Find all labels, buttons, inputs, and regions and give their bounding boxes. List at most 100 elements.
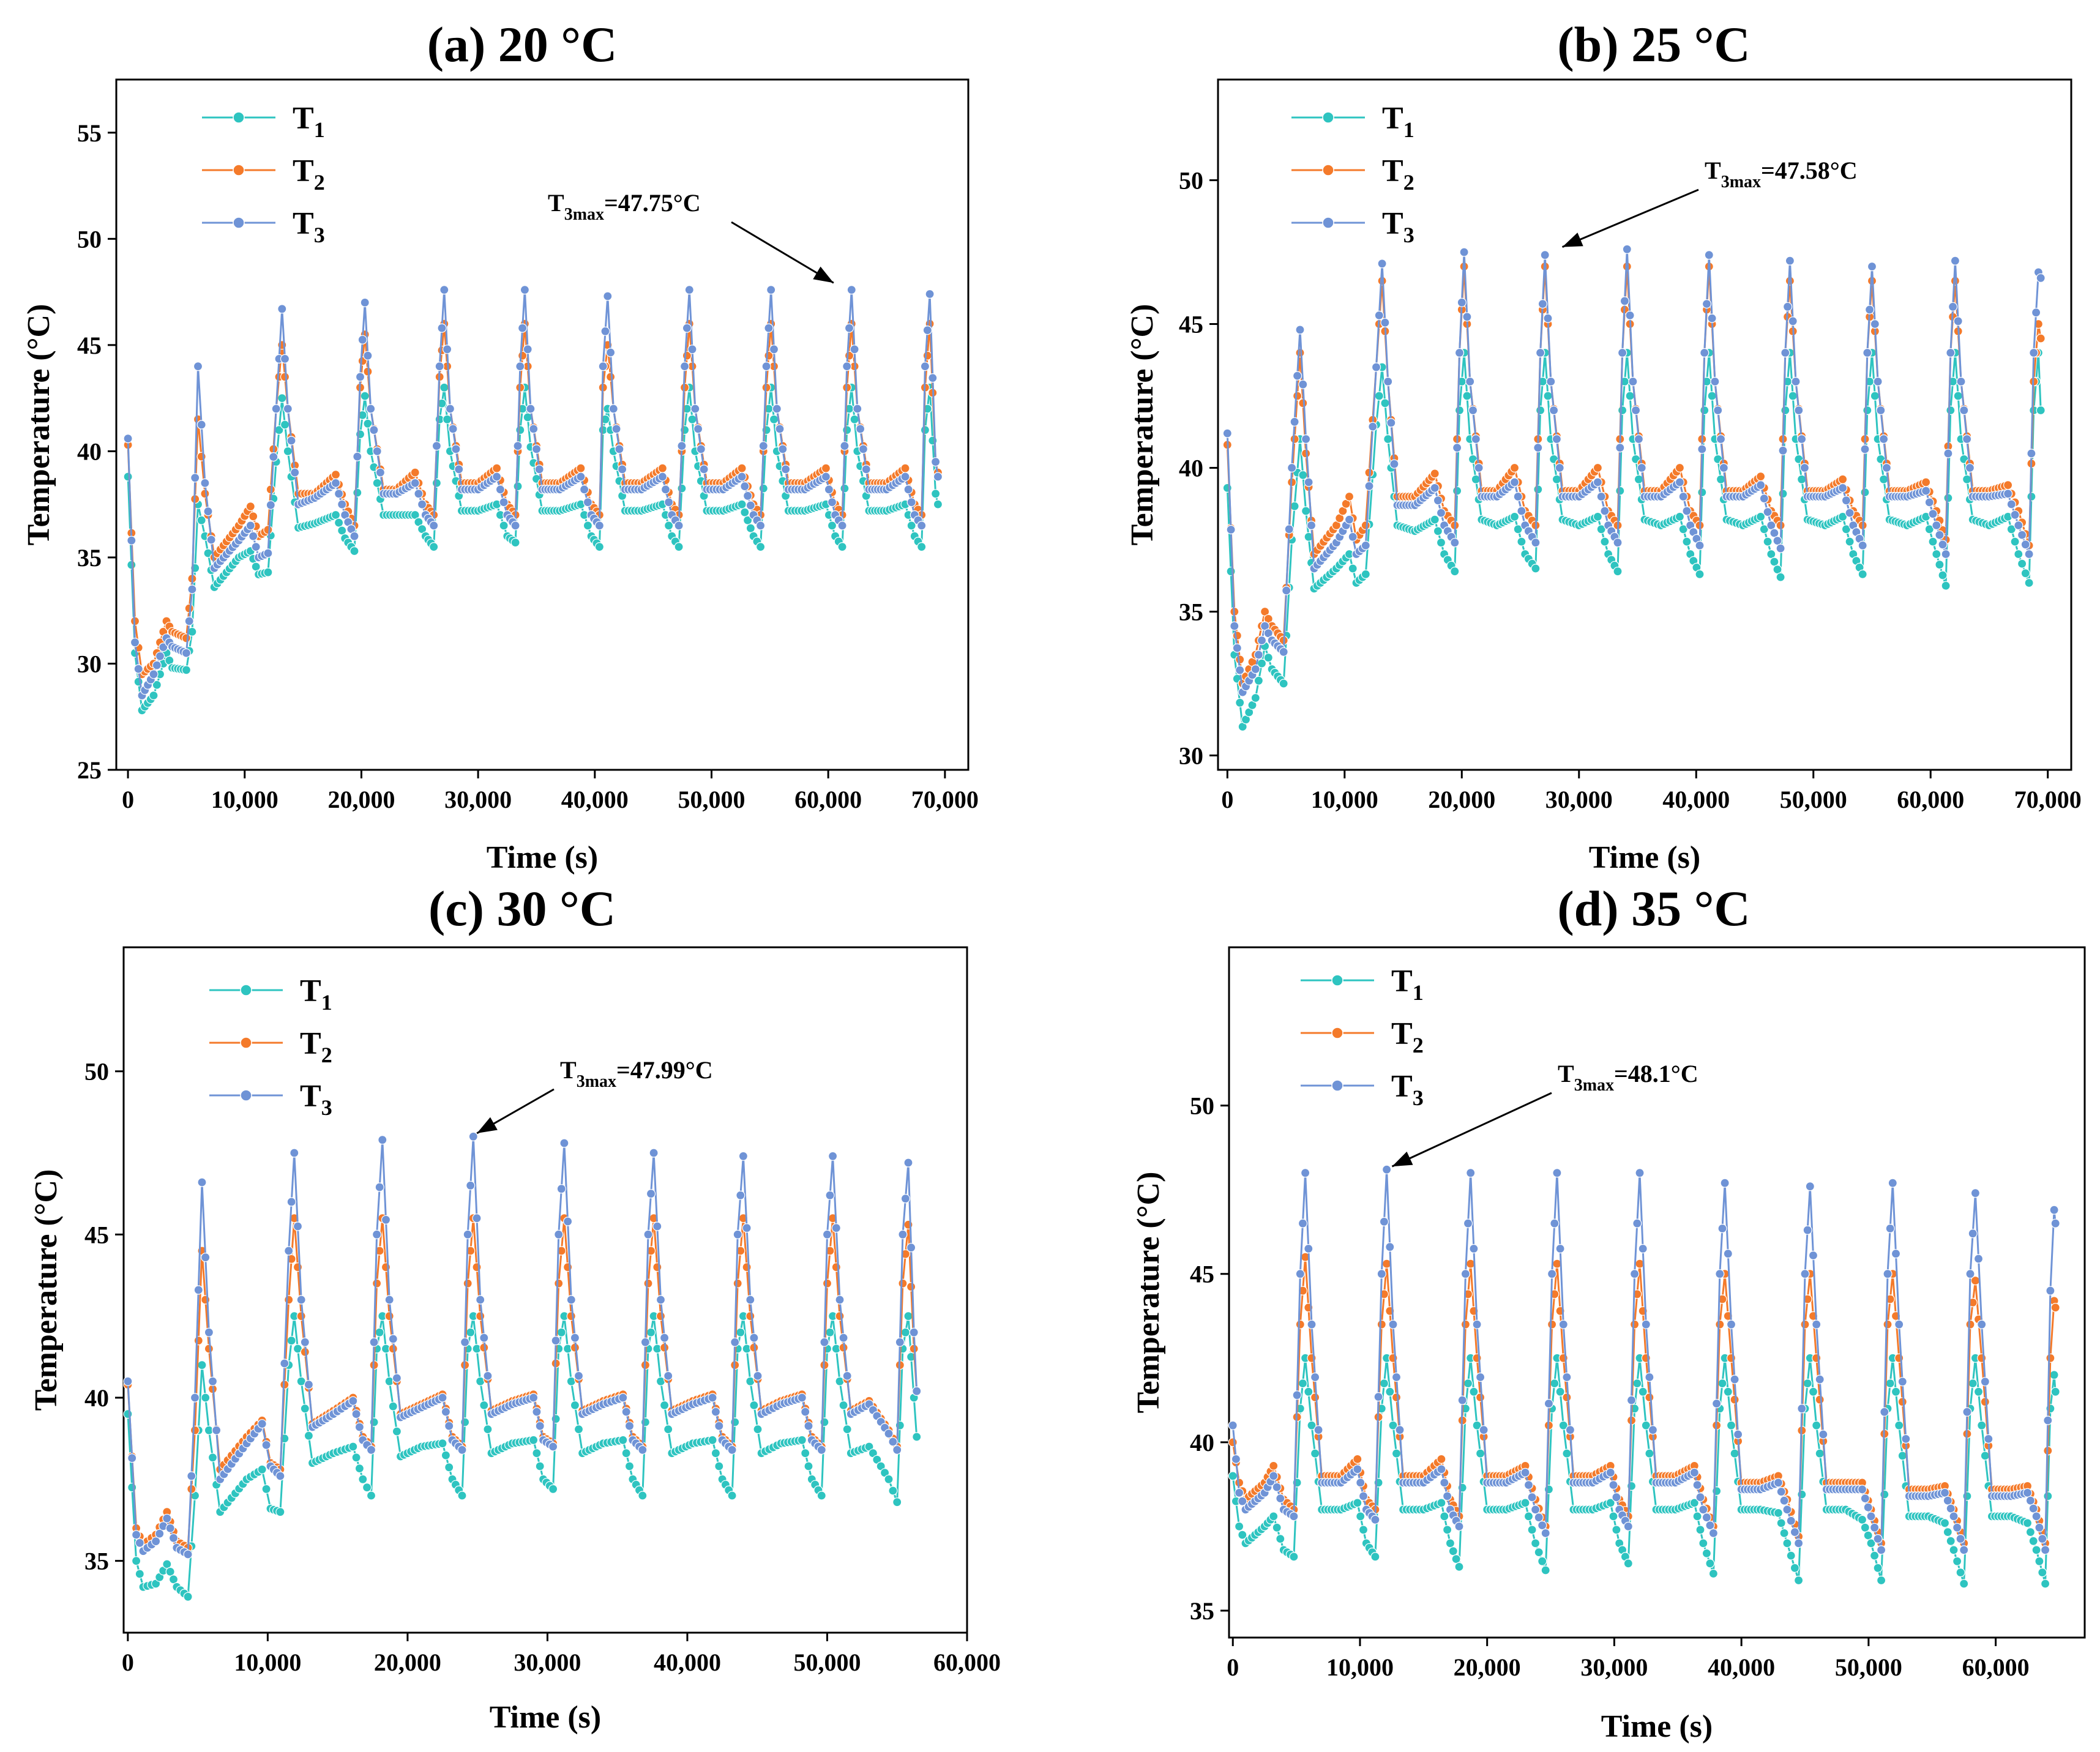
data-point [1257,635,1267,646]
legend-entry-sub: 3 [321,1095,332,1120]
data-point [284,1295,294,1305]
data-point [207,1453,218,1463]
data-point [900,463,910,473]
data-point [1558,1420,1568,1430]
y-tick-label: 45 [84,1221,109,1248]
data-point [693,424,703,434]
data-point [1805,1182,1815,1191]
data-point [736,1327,745,1337]
data-point [132,1530,141,1540]
data-point [1894,1420,1904,1430]
data-point [906,1243,916,1253]
data-point [1692,1480,1702,1490]
data-point [351,1409,361,1419]
data-point [1956,1534,1965,1544]
chart-title: (a) 20 °C [427,17,618,72]
data-point [1391,1392,1402,1403]
y-axis-label: Temperature (°C) [21,304,56,546]
data-point [275,1507,285,1517]
data-point [1370,1552,1380,1562]
data-point [1472,1319,1482,1329]
data-point [906,1282,916,1292]
data-point [640,1337,651,1347]
data-point [1443,1491,1452,1501]
x-tick-label: 60,000 [1897,786,1964,813]
data-point [1613,567,1623,576]
data-point [1980,1377,1990,1387]
data-point [2036,273,2046,283]
data-point [1713,405,1723,416]
y-tick-label: 35 [77,544,102,572]
data-point [442,345,452,354]
data-point [248,512,258,521]
data-point [1301,1168,1310,1178]
legend-entry: T1 [1391,964,1424,1005]
data-point [510,537,520,548]
data-point [562,1217,573,1226]
y-axis-label: Temperature (°C) [1131,1172,1166,1414]
data-point [1234,1488,1244,1497]
data-point [1897,1377,1907,1387]
data-point [1885,1223,1895,1234]
series-T1 [123,1311,922,1601]
data-point [369,425,379,435]
data-point [1815,1374,1825,1384]
annotation-arrowhead [1392,1151,1413,1167]
data-point [1630,1319,1640,1329]
x-axis-label: Time (s) [1601,1709,1713,1744]
legend-entry-base: T [1391,1016,1413,1051]
data-point [1968,1229,1978,1239]
data-point [1443,1525,1452,1535]
data-point [618,1435,628,1445]
data-point [1838,483,1848,493]
data-point [515,361,525,371]
series-line [127,322,939,676]
data-point [1980,1451,1990,1461]
data-point [358,1474,368,1484]
data-point [337,499,347,509]
data-point [1962,1491,1972,1501]
data-point [925,289,935,299]
data-point [1719,463,1728,473]
data-point [745,1311,755,1321]
data-point [1791,376,1801,387]
data-point [1543,313,1553,323]
data-point [1938,570,1948,580]
data-point [203,507,213,516]
data-point [1254,650,1263,660]
data-point [357,335,367,345]
data-point [574,1371,584,1381]
data-point [1230,621,1239,631]
annotation: T3max=47.99°C [476,1056,713,1135]
data-point [372,478,382,488]
data-point [1841,524,1851,534]
data-point [576,472,586,482]
data-point [1361,569,1370,580]
legend-entry: T1 [300,974,332,1015]
data-point [2028,1504,2038,1513]
data-point [1778,445,1788,455]
annotation-arrow [731,221,834,284]
legend-entry: T2 [1382,154,1414,195]
data-point [594,542,605,552]
data-point [1536,348,1545,358]
data-point [1695,569,1705,580]
data-point [392,1426,402,1436]
data-point [618,1393,628,1403]
data-point [554,1278,564,1288]
data-point [1445,1538,1455,1548]
annotation-text-sub: 3max [1721,173,1761,192]
data-point [576,463,586,473]
data-point [152,660,162,670]
data-point [900,472,910,482]
data-point [1818,1430,1828,1439]
data-point [2036,334,2046,343]
data-point [1284,524,1294,534]
y-axis-label: Temperature (°C) [29,1169,64,1411]
data-point [1645,1448,1654,1458]
data-point [528,1435,539,1445]
data-point [1702,1513,1711,1523]
data-point [355,372,365,382]
